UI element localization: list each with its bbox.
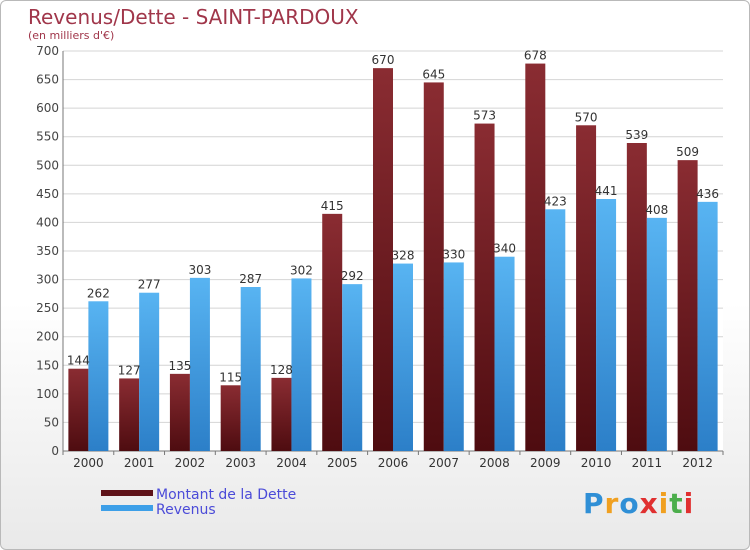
bar-debt (169, 373, 190, 451)
y-tick-label: 100 (36, 387, 59, 401)
bar-revenus (189, 277, 210, 451)
y-tick-label: 450 (36, 187, 59, 201)
x-tick-label: 2001 (124, 456, 155, 470)
logo-letter: r (604, 487, 620, 520)
y-tick-label: 50 (44, 415, 59, 429)
y-tick-label: 300 (36, 273, 59, 287)
logo-letter: o (619, 487, 640, 520)
data-label-debt: 570 (575, 110, 598, 124)
bar-revenus (139, 292, 160, 451)
bar-revenus (697, 201, 718, 451)
data-label-revenus: 436 (696, 187, 719, 201)
legend-swatch-revenus (101, 505, 153, 511)
bar-debt (474, 123, 495, 452)
data-label-debt: 645 (422, 67, 445, 81)
bar-revenus (342, 284, 363, 451)
logo-letter: i (683, 487, 695, 520)
data-label-revenus: 292 (341, 269, 364, 283)
y-tick-label: 400 (36, 215, 59, 229)
y-tick-label: 350 (36, 244, 59, 258)
logo-letter: x (639, 487, 659, 520)
data-label-revenus: 303 (188, 263, 211, 277)
y-tick-label: 700 (36, 44, 59, 58)
bar-debt (119, 378, 140, 451)
data-label-revenus: 302 (290, 263, 313, 277)
x-tick-label: 2000 (73, 456, 104, 470)
bar-debt (626, 143, 647, 451)
bar-debt (220, 385, 241, 451)
bar-debt (677, 160, 698, 451)
bar-debt (322, 213, 343, 451)
proxiti-logo: Proxiti (583, 487, 694, 520)
x-tick-label: 2009 (530, 456, 561, 470)
data-label-debt: 670 (372, 53, 395, 67)
logo-letter: t (669, 487, 684, 520)
logo-letter: P (583, 487, 605, 520)
x-tick-label: 2005 (327, 456, 358, 470)
data-label-debt: 539 (625, 128, 648, 142)
y-tick-label: 200 (36, 330, 59, 344)
y-tick-label: 250 (36, 301, 59, 315)
data-label-revenus: 423 (544, 194, 567, 208)
data-label-revenus: 340 (493, 242, 516, 256)
bar-debt (576, 125, 597, 452)
data-label-debt: 415 (321, 199, 344, 213)
data-label-debt: 127 (118, 363, 141, 377)
bar-revenus (596, 199, 617, 451)
chart-title: Revenus/Dette - SAINT-PARDOUX (28, 5, 359, 29)
data-label-debt: 135 (168, 359, 191, 373)
data-label-revenus: 441 (595, 184, 618, 198)
y-tick-label: 500 (36, 158, 59, 172)
bar-revenus (240, 287, 261, 451)
data-label-debt: 573 (473, 109, 496, 123)
bar-debt (68, 368, 89, 451)
y-tick-label: 0 (51, 444, 59, 458)
bar-revenus (646, 217, 667, 451)
bar-revenus (393, 263, 413, 451)
bar-debt (525, 63, 546, 451)
bar-debt (373, 68, 393, 452)
data-label-debt: 678 (524, 49, 547, 63)
x-tick-label: 2008 (479, 456, 510, 470)
bar-revenus (545, 209, 566, 451)
bar-revenus (443, 262, 464, 451)
data-label-debt: 509 (676, 145, 699, 159)
bar-debt (271, 377, 292, 451)
bar-revenus (291, 278, 312, 451)
legend-swatch-debt (101, 490, 153, 496)
x-tick-label: 2011 (632, 456, 663, 470)
logo-letter: i (658, 487, 670, 520)
legend-label-revenus: Revenus (156, 502, 216, 518)
bar-debt (423, 82, 444, 451)
data-label-revenus: 330 (442, 247, 465, 261)
data-label-debt: 115 (219, 370, 242, 384)
bar-revenus (494, 256, 515, 451)
y-tick-label: 600 (36, 101, 59, 115)
x-tick-label: 2012 (682, 456, 713, 470)
x-tick-label: 2007 (428, 456, 459, 470)
x-tick-label: 2002 (175, 456, 206, 470)
data-label-revenus: 277 (138, 278, 161, 292)
chart-subtitle: (en milliers d'€) (28, 29, 115, 42)
x-tick-label: 2003 (225, 456, 256, 470)
y-tick-label: 650 (36, 73, 59, 87)
bar-revenus (88, 301, 109, 451)
x-tick-label: 2010 (581, 456, 612, 470)
y-tick-label: 150 (36, 358, 59, 372)
data-label-revenus: 287 (239, 272, 262, 286)
legend-label-debt: Montant de la Dette (156, 487, 297, 503)
data-label-revenus: 408 (645, 203, 668, 217)
data-label-debt: 144 (67, 354, 90, 368)
y-tick-label: 550 (36, 130, 59, 144)
data-label-revenus: 328 (392, 249, 415, 263)
x-tick-label: 2004 (276, 456, 307, 470)
data-label-debt: 128 (270, 363, 293, 377)
data-label-revenus: 262 (87, 286, 110, 300)
x-tick-label: 2006 (378, 456, 409, 470)
